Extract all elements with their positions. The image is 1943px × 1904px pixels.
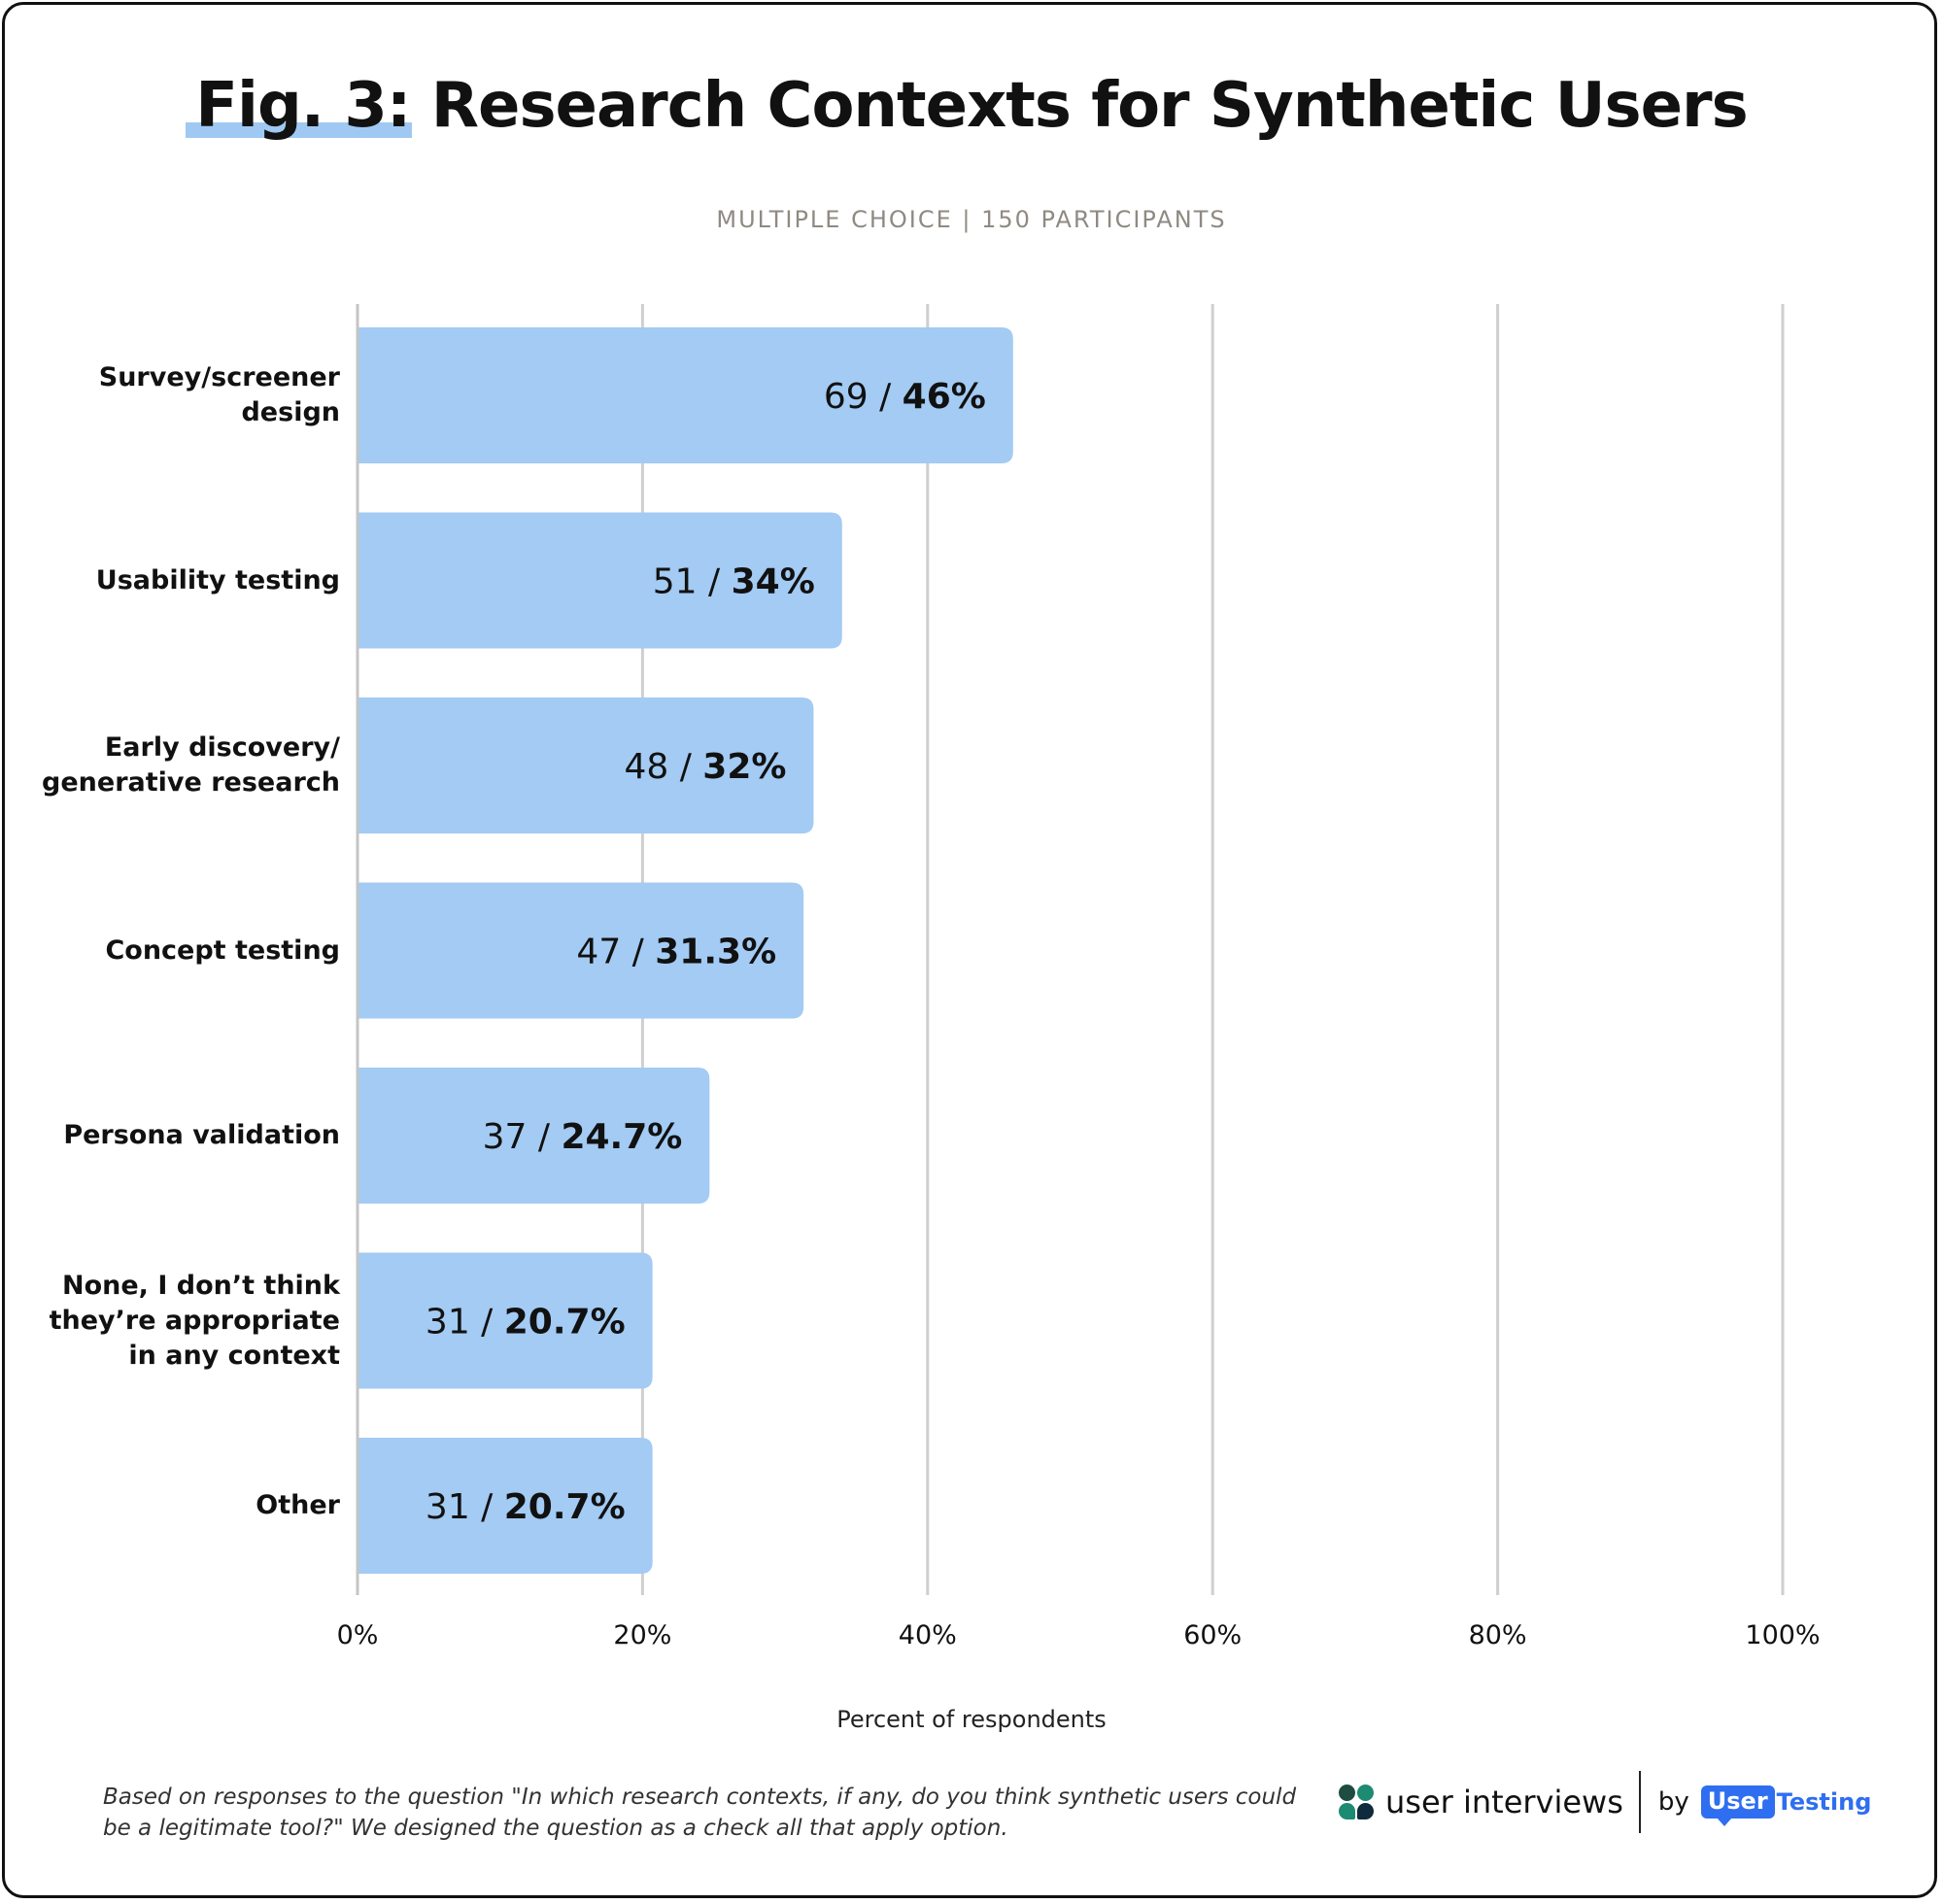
bar-value-label: 51 / 34% xyxy=(653,562,815,602)
bar-count: 51 / xyxy=(653,562,732,602)
bar-percent: 20.7% xyxy=(504,1487,626,1527)
category-label: Usability testing xyxy=(95,564,340,595)
bar-count: 48 / xyxy=(624,747,702,787)
user-interviews-wordmark: user interviews xyxy=(1385,1784,1623,1820)
bar-value-label: 31 / 20.7% xyxy=(426,1487,626,1527)
by-text: by xyxy=(1657,1787,1689,1817)
brand-logos: user interviews by User Testing xyxy=(1339,1768,1871,1836)
bar xyxy=(358,1252,653,1389)
bar-count: 47 / xyxy=(576,933,655,972)
bar-percent: 46% xyxy=(903,377,986,417)
brand-divider xyxy=(1638,1771,1641,1833)
category-label: Persona validation xyxy=(63,1120,340,1150)
bar-count: 37 / xyxy=(483,1117,562,1157)
bar-percent: 31.3% xyxy=(655,933,776,972)
bar-count: 69 / xyxy=(824,377,903,417)
category-label: Other xyxy=(256,1490,340,1520)
x-tick-label: 60% xyxy=(1183,1620,1242,1650)
category-label: Concept testing xyxy=(105,935,340,966)
x-tick-label: 0% xyxy=(337,1620,379,1650)
x-tick-label: 80% xyxy=(1469,1620,1527,1650)
category-label: Survey/screener design xyxy=(98,362,340,427)
bar xyxy=(358,882,804,1019)
x-axis-title: Percent of respondents xyxy=(836,1706,1107,1733)
bar-value-label: 69 / 46% xyxy=(824,377,986,417)
bar-percent: 34% xyxy=(732,562,815,602)
bar-value-label: 37 / 24.7% xyxy=(483,1117,683,1157)
bar-count: 31 / xyxy=(426,1303,504,1343)
bar xyxy=(358,1068,710,1204)
bar xyxy=(358,697,814,833)
usertesting-logo: User Testing xyxy=(1700,1785,1872,1826)
user-interviews-mark-icon xyxy=(1339,1785,1374,1819)
bar xyxy=(358,327,1013,463)
x-tick-label: 40% xyxy=(899,1620,957,1650)
bar-percent: 24.7% xyxy=(561,1117,682,1157)
usertesting-user-badge: User xyxy=(1700,1785,1775,1826)
bar xyxy=(358,1438,653,1574)
bar-percent: 20.7% xyxy=(504,1303,626,1343)
usertesting-testing-word: Testing xyxy=(1776,1788,1872,1816)
chart-subtitle: MULTIPLE CHOICE | 150 PARTICIPANTS xyxy=(716,206,1227,233)
x-tick-label: 20% xyxy=(613,1620,671,1650)
category-label: Early discovery/ generative research xyxy=(42,732,340,798)
title-prefix: Fig. 3: xyxy=(195,70,411,142)
x-tick-label: 100% xyxy=(1745,1620,1820,1650)
bar-value-label: 48 / 32% xyxy=(624,747,786,787)
bar-percent: 32% xyxy=(702,747,786,787)
bar-value-label: 31 / 20.7% xyxy=(426,1303,626,1343)
bar xyxy=(358,512,842,649)
title-main: Research Contexts for Synthetic Users xyxy=(430,70,1749,142)
chart-title: Fig. 3: Research Contexts for Synthetic … xyxy=(195,70,1749,142)
category-label: None, I don’t think they’re appropriate … xyxy=(49,1270,340,1371)
title-container: Fig. 3: Research Contexts for Synthetic … xyxy=(0,70,1943,142)
footnote: Based on responses to the question "In w… xyxy=(103,1785,1297,1841)
user-interviews-logo: user interviews xyxy=(1339,1784,1623,1820)
bar-count: 31 / xyxy=(426,1487,504,1527)
bar-value-label: 47 / 31.3% xyxy=(576,933,776,972)
